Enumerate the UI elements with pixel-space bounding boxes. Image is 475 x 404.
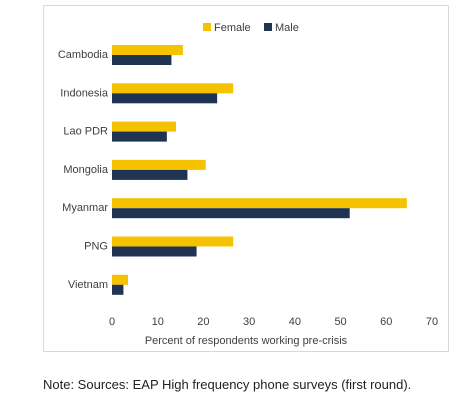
bar-male-cambodia <box>112 55 172 65</box>
bar-male-indonesia <box>112 93 218 104</box>
category-label-mongolia: Mongolia <box>63 164 109 176</box>
category-label-indonesia: Indonesia <box>60 87 109 99</box>
bar-male-myanmar <box>112 208 350 219</box>
bar-male-png <box>112 246 197 257</box>
x-tick-label-50: 50 <box>334 316 346 328</box>
bars <box>112 45 407 295</box>
category-label-cambodia: Cambodia <box>58 49 109 61</box>
legend: Female Male <box>203 22 299 34</box>
x-tick-label-40: 40 <box>289 316 301 328</box>
legend-swatch-male <box>264 23 272 31</box>
source-note: Note: Sources: EAP High frequency phone … <box>43 377 412 392</box>
x-tick-label-0: 0 <box>109 316 115 328</box>
legend-label-male: Male <box>275 22 299 34</box>
x-tick-label-60: 60 <box>380 316 392 328</box>
category-label-png: PNG <box>84 241 108 253</box>
bar-female-cambodia <box>112 45 183 55</box>
chart-frame: Female Male Cambodia Indonesia Lao PDR Mongo… <box>43 5 449 352</box>
bar-female-lao-pdr <box>112 121 176 132</box>
x-tick-label-30: 30 <box>243 316 255 328</box>
bar-chart: Female Male Cambodia Indonesia Lao PDR Mongo… <box>58 22 438 347</box>
legend-label-female: Female <box>214 22 251 34</box>
bar-female-vietnam <box>112 274 128 285</box>
category-labels: Cambodia Indonesia Lao PDR Mongolia Myanmar P… <box>58 49 109 291</box>
x-axis-label: Percent of respondents working pre-crisi… <box>145 335 348 347</box>
category-label-myanmar: Myanmar <box>62 202 108 214</box>
category-label-lao-pdr: Lao PDR <box>63 126 108 138</box>
bar-male-vietnam <box>112 284 124 295</box>
x-tick-label-10: 10 <box>152 316 164 328</box>
bar-female-myanmar <box>112 198 407 209</box>
bar-male-mongolia <box>112 169 188 180</box>
bar-female-png <box>112 236 234 247</box>
x-axis-ticks: 0 10 20 30 40 50 60 70 <box>109 316 438 328</box>
category-label-vietnam: Vietnam <box>68 279 108 291</box>
bar-female-indonesia <box>112 83 234 94</box>
x-tick-label-20: 20 <box>197 316 209 328</box>
x-tick-label-70: 70 <box>426 316 438 328</box>
bar-male-lao-pdr <box>112 131 167 142</box>
bar-female-mongolia <box>112 159 206 170</box>
legend-swatch-female <box>203 23 211 31</box>
